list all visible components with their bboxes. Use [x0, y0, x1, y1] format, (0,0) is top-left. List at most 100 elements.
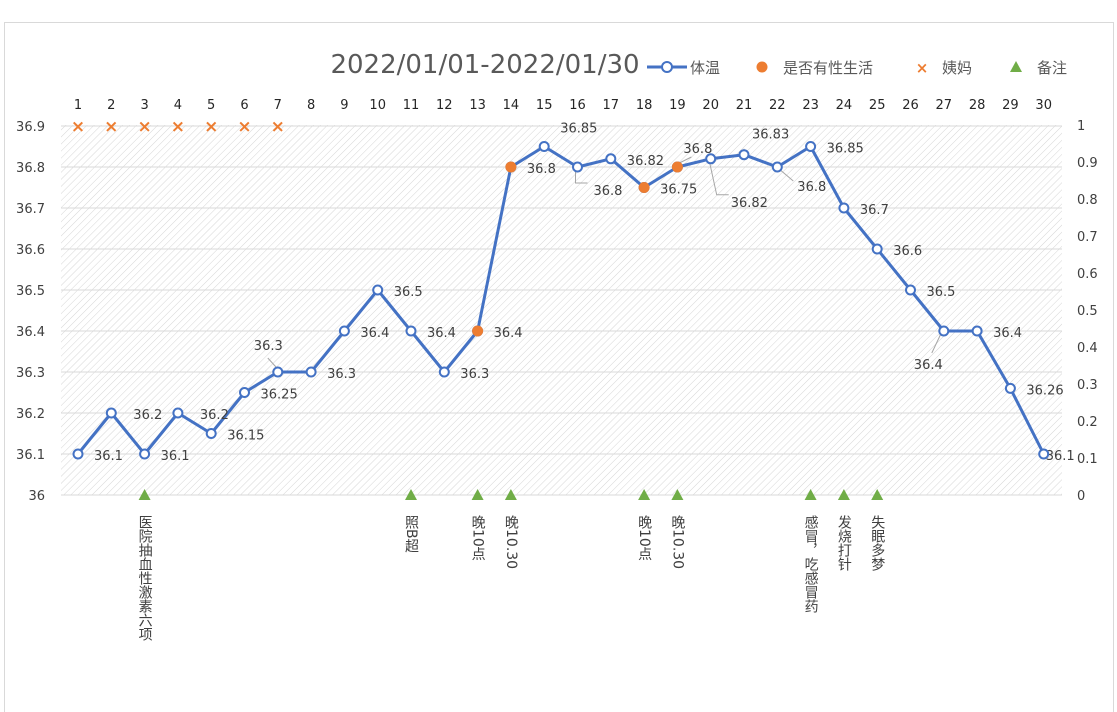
- data-label: 36.1: [161, 449, 190, 464]
- note-label: 晚10点: [470, 515, 486, 561]
- temperature-point: [105, 407, 117, 419]
- note-marker: [638, 489, 651, 500]
- note-label: 晚10.30: [503, 515, 519, 569]
- x-axis-tick: 25: [869, 98, 886, 113]
- period-marker: ×: [204, 117, 218, 137]
- right-axis-tick: 0.5: [1077, 304, 1098, 319]
- data-label: 36.82: [731, 196, 768, 211]
- plot-area-hatch: [61, 125, 1062, 495]
- left-axis-tick: 36.3: [16, 366, 45, 381]
- sex-marker: [671, 161, 683, 173]
- x-axis-tick: 15: [536, 98, 553, 113]
- temperature-point: [372, 284, 384, 296]
- sex-marker: [472, 325, 484, 337]
- left-axis-tick: 36.8: [16, 161, 45, 176]
- note-marker: [471, 489, 484, 500]
- period-marker: ×: [137, 117, 151, 137]
- data-label-leader: [575, 170, 588, 184]
- period-marker: ×: [271, 117, 285, 137]
- legend-sex-label: 是否有性生活: [783, 59, 873, 77]
- note-marker: [138, 489, 151, 500]
- data-label: 36.4: [993, 326, 1022, 341]
- data-label: 36.6: [893, 244, 922, 259]
- note-label: 医院抽血性激素六项: [137, 515, 153, 641]
- data-label: 36.4: [494, 326, 523, 341]
- note-marker: [804, 489, 817, 500]
- x-axis-tick: 8: [307, 98, 315, 113]
- data-label-leader: [779, 169, 794, 182]
- data-label: 36.8: [527, 162, 556, 177]
- note-label: 失眠多梦: [869, 515, 885, 571]
- temperature-point: [305, 366, 317, 378]
- x-axis-tick: 7: [274, 98, 282, 113]
- note-label: 发烧打针: [836, 515, 852, 571]
- period-marker: ×: [104, 117, 118, 137]
- legend-temp-marker: [661, 61, 673, 73]
- note-marker: [837, 489, 850, 500]
- x-axis-tick: 11: [403, 98, 420, 113]
- x-axis-tick: 16: [569, 98, 586, 113]
- legend-note-label: 备注: [1037, 59, 1067, 77]
- temperature-chart: 3636.136.236.336.436.536.636.736.836.900…: [16, 50, 1098, 641]
- temperature-point: [971, 325, 983, 337]
- data-label: 36.7: [860, 203, 889, 218]
- data-label: 36.25: [261, 388, 298, 403]
- x-axis-tick: 30: [1035, 98, 1052, 113]
- x-axis-tick: 29: [1002, 98, 1019, 113]
- x-axis-tick: 20: [702, 98, 719, 113]
- data-label-leader: [709, 162, 729, 196]
- data-label: 36.3: [327, 367, 356, 382]
- temperature-line: [76, 145, 1046, 456]
- x-axis-tick: 23: [802, 98, 819, 113]
- right-axis-tick: 0.1: [1077, 452, 1098, 467]
- temperature-point: [405, 325, 417, 337]
- data-label: 36.3: [460, 367, 489, 382]
- left-axis-tick: 36.1: [16, 448, 45, 463]
- data-label: 36.26: [1026, 383, 1063, 398]
- period-marker: ×: [71, 117, 85, 137]
- data-label: 36.75: [660, 183, 697, 198]
- note-marker: [871, 489, 884, 500]
- x-axis-tick: 24: [836, 98, 853, 113]
- data-label: 36.85: [560, 122, 597, 137]
- x-axis-tick: 3: [140, 98, 148, 113]
- data-label: 36.1: [1046, 449, 1075, 464]
- right-axis-tick: 0.8: [1077, 193, 1098, 208]
- data-label: 36.2: [133, 408, 162, 423]
- sex-marker: [638, 182, 650, 193]
- x-axis-tick: 21: [736, 98, 753, 113]
- x-axis-tick: 26: [902, 98, 919, 113]
- x-axis-tick: 19: [669, 98, 686, 113]
- data-label: 36.3: [254, 339, 283, 354]
- legend-temp-label: 体温: [690, 59, 720, 77]
- period-marker: ×: [237, 117, 251, 137]
- temperature-point: [805, 141, 817, 152]
- x-axis-tick: 9: [340, 98, 348, 113]
- note-marker: [671, 489, 684, 500]
- temperature-point: [1038, 448, 1050, 460]
- x-axis-tick: 1: [74, 98, 82, 113]
- x-axis-tick: 13: [469, 98, 486, 113]
- x-axis-tick: 5: [207, 98, 215, 113]
- temperature-point: [1004, 382, 1016, 394]
- legend-sex-marker: [756, 61, 768, 73]
- data-label: 36.83: [752, 128, 789, 143]
- temperature-point: [738, 149, 750, 161]
- note-marker: [504, 489, 517, 500]
- legend-period-marker: ×: [916, 59, 929, 77]
- data-label: 36.15: [227, 429, 264, 444]
- x-axis-tick: 14: [503, 98, 520, 113]
- x-axis-tick: 12: [436, 98, 453, 113]
- left-axis-tick: 36.5: [16, 284, 45, 299]
- x-axis-tick: 22: [769, 98, 786, 113]
- left-axis-tick: 36.2: [16, 407, 45, 422]
- note-label: 晚10点: [636, 515, 652, 561]
- temperature-point: [272, 366, 284, 378]
- right-axis-tick: 0.3: [1077, 378, 1098, 393]
- x-axis-tick: 4: [174, 98, 182, 113]
- right-axis-tick: 0.6: [1077, 267, 1098, 282]
- data-label-leader: [679, 156, 692, 164]
- temperature-point: [605, 153, 617, 165]
- legend-note-marker: [1010, 61, 1022, 72]
- left-axis-tick: 36.4: [16, 325, 45, 340]
